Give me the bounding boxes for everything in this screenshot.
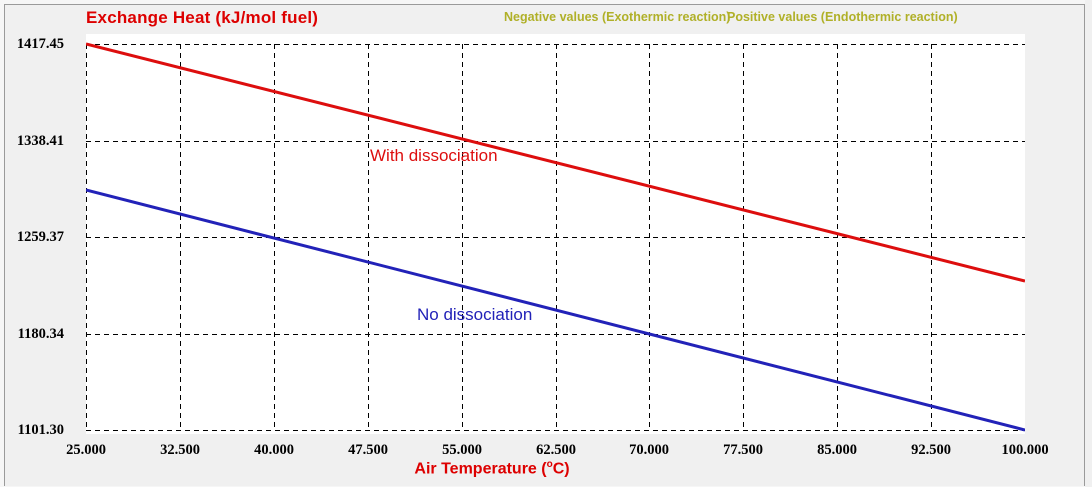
x-tick-label: 77.500 <box>723 442 763 458</box>
x-tick-label: 100.000 <box>1001 442 1049 458</box>
y-tick-label: 1101.30 <box>17 422 64 438</box>
plot-area <box>86 34 1025 434</box>
x-axis-title: Air Temperature (oC) <box>377 459 607 478</box>
x-axis-title-unit: C) <box>552 460 570 478</box>
x-tick-label: 70.000 <box>629 442 669 458</box>
y-tick-label: 1417.45 <box>16 36 64 52</box>
series-label-no-dissociation: No dissociation <box>417 305 533 324</box>
chart-canvas <box>86 42 1025 432</box>
y-tick-label: 1180.34 <box>17 326 64 342</box>
legend-negative-values: Negative values (Exothermic reaction) <box>504 10 731 24</box>
y-tick-label: 1338.41 <box>16 133 64 149</box>
x-tick-label: 62.500 <box>536 442 576 458</box>
y-tick-label: 1259.37 <box>16 229 64 245</box>
x-tick-label: 25.000 <box>66 442 106 458</box>
series-line-no-dissociation <box>86 188 1025 432</box>
legend-positive-values: Positive values (Endothermic reaction) <box>727 10 958 24</box>
chart-title: Exchange Heat (kJ/mol fuel) <box>86 8 319 27</box>
x-tick-label: 92.500 <box>911 442 951 458</box>
series-label-with-dissociation: With dissociation <box>370 146 498 165</box>
x-tick-label: 85.000 <box>817 442 857 458</box>
x-axis-title-degree: o <box>546 459 553 470</box>
panel-right-gutter <box>1085 0 1092 487</box>
x-tick-label: 40.000 <box>254 442 294 458</box>
x-axis-title-text: Air Temperature ( <box>414 460 547 478</box>
x-tick-label: 55.000 <box>442 442 482 458</box>
series-line-with-dissociation <box>86 42 1025 283</box>
x-tick-label: 47.500 <box>348 442 388 458</box>
x-tick-label: 32.500 <box>160 442 200 458</box>
